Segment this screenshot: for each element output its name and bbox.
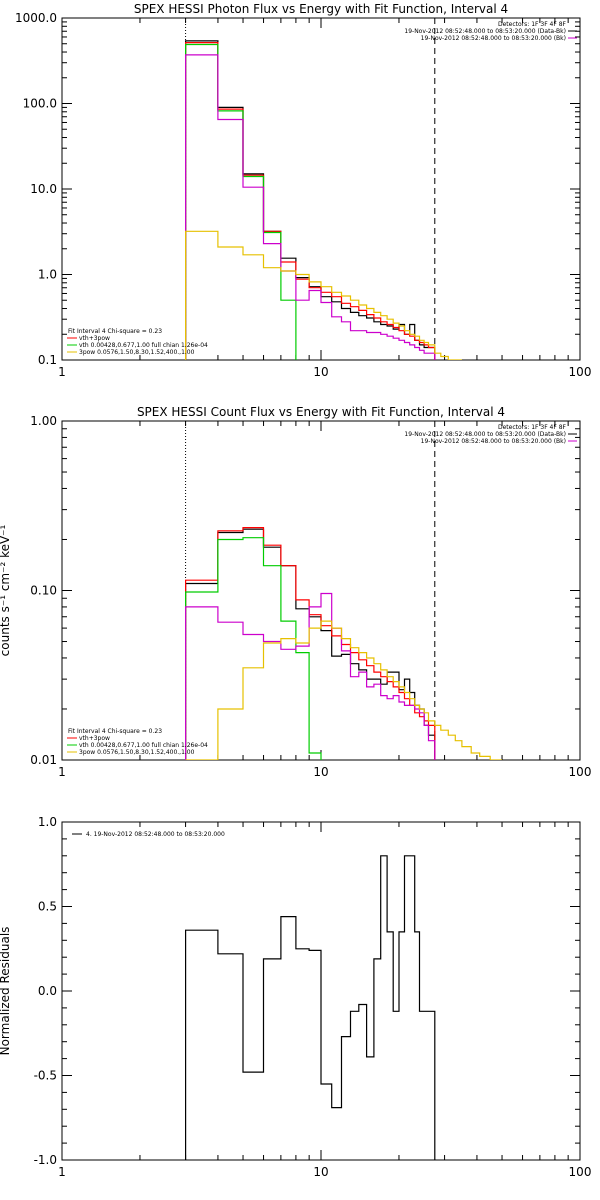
x-tick-label: 10	[313, 365, 328, 379]
y-axis-label: Normalized Residuals	[0, 927, 12, 1056]
series-magenta-line	[185, 54, 436, 360]
legend-entry: vth 0.00428,0.677,1.00 full chian 1.26e-…	[79, 342, 208, 349]
x-tick-label: 10	[313, 1165, 328, 1179]
legend-entry: 4. 19-Nov-2012 08:52:48.000 to 08:53:20.…	[86, 831, 225, 838]
series-green-line	[185, 43, 297, 360]
y-tick-label: 1.0	[38, 815, 57, 829]
x-tick-label: 100	[569, 765, 592, 779]
count-flux-panel: SPEX HESSI Count Flux vs Energy with Fit…	[0, 405, 591, 779]
y-tick-label: 10.0	[30, 182, 57, 196]
x-tick-label: 1	[58, 765, 66, 779]
y-tick-label: 0.10	[30, 584, 57, 598]
x-tick-label: 1	[58, 1165, 66, 1179]
y-tick-label: 100.0	[23, 97, 57, 111]
header-text: 19-Nov-2012 08:52:48.000 to 08:53:20.000…	[421, 35, 566, 42]
y-tick-label: 0.5	[38, 900, 57, 914]
x-tick-label: 100	[569, 1165, 592, 1179]
series-black-line	[185, 40, 436, 360]
series-black-line	[185, 855, 436, 1160]
y-tick-label: 0.01	[30, 753, 57, 767]
header-text: Detectors: 1F 3F 4F 8F	[498, 424, 567, 431]
legend-entry: Fit Interval 4 Chi-square = 0.23	[68, 328, 162, 335]
x-tick-label: 100	[569, 365, 592, 379]
legend-entry: 3pow 0.0576,1.50,8.30,1.52,400.,1.00	[79, 349, 195, 356]
y-tick-label: 0.1	[38, 353, 57, 367]
y-axis-label: counts s⁻¹ cm⁻² keV⁻¹	[0, 524, 12, 656]
residuals-panel: 1 10 100 -1.0 -0.5 0.0 0.5 1.0 Normalized Residu…	[0, 815, 591, 1179]
legend-entry: vth+3pow	[79, 335, 110, 342]
series-yellow-line	[185, 230, 462, 360]
series-magenta-line	[185, 592, 436, 760]
chart-title: SPEX HESSI Photon Flux vs Energy with Fi…	[134, 2, 508, 16]
series-yellow-line	[185, 620, 502, 760]
legend-entry: Fit Interval 4 Chi-square = 0.23	[68, 728, 162, 735]
header-text: 19-Nov-2012 08:52:48.000 to 08:53:20.000…	[404, 28, 566, 35]
series-black-line	[185, 528, 436, 760]
y-tick-label: -0.5	[34, 1069, 57, 1083]
legend-entry: vth 0.00428,0.677,1.00 full chian 1.26e-…	[79, 742, 208, 749]
legend-entry: 3pow 0.0576,1.50,8.30,1.52,400.,1.00	[79, 749, 195, 756]
y-tick-label: 1.00	[30, 414, 57, 428]
series-red-line	[185, 42, 436, 360]
x-tick-label: 1	[58, 365, 66, 379]
chart-title: SPEX HESSI Count Flux vs Energy with Fit…	[137, 405, 505, 419]
header-text: Detectors: 1F 3F 4F 8F	[498, 21, 567, 28]
plot-frame	[61, 420, 581, 761]
plot-frame	[61, 17, 581, 361]
y-tick-label: 1.0	[38, 268, 57, 282]
legend-entry: vth+3pow	[79, 735, 110, 742]
y-tick-label: 0.0	[38, 984, 57, 998]
series-red-line	[185, 527, 436, 760]
header-text: 19-Nov-2012 08:52:48.000 to 08:53:20.000…	[404, 431, 566, 438]
photon-flux-panel: SPEX HESSI Photon Flux vs Energy with Fi…	[15, 2, 591, 379]
y-tick-label: -1.0	[34, 1153, 57, 1167]
y-tick-label: 1000.0	[15, 11, 57, 25]
series-green-line	[185, 537, 322, 760]
header-text: 19-Nov-2012 08:52:48.000 to 08:53:20.000…	[421, 438, 566, 445]
x-tick-label: 10	[313, 765, 328, 779]
